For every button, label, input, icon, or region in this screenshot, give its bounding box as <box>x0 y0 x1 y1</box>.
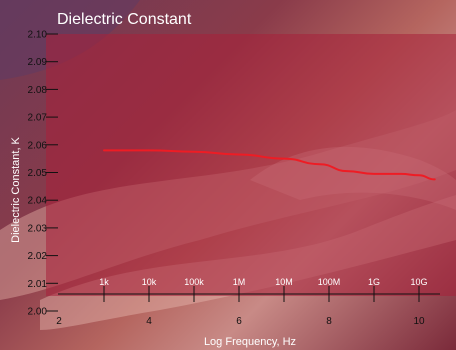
x-axis: 2 4 6 8 10 <box>56 316 425 327</box>
frequency-tick-label-1: 10k <box>142 277 157 287</box>
chart-title: Dielectric Constant <box>57 11 192 28</box>
y-tick-label-0: 2.00 <box>28 307 48 318</box>
y-tick-label-3: 2.03 <box>28 223 48 234</box>
frequency-tick-label-7: 10G <box>410 277 427 287</box>
frequency-tick-label-5: 100M <box>318 277 341 287</box>
y-tick-label-5: 2.05 <box>28 168 48 179</box>
frequency-tick-label-3: 1M <box>233 277 246 287</box>
y-axis-label: Dielectric Constant, K <box>10 136 22 242</box>
y-tick-label-10: 2.10 <box>28 30 48 41</box>
y-tick-label-7: 2.07 <box>28 113 48 124</box>
x-tick-label-3: 8 <box>326 316 332 327</box>
x-tick-label-0: 2 <box>56 316 62 327</box>
frequency-tick-label-6: 1G <box>368 277 380 287</box>
y-tick-label-1: 2.01 <box>28 279 48 290</box>
y-tick-label-9: 2.09 <box>28 57 48 68</box>
x-axis-label: Log Frequency, Hz <box>204 336 296 348</box>
frequency-tick-label-0: 1k <box>99 277 109 287</box>
series-line-0 <box>103 149 436 181</box>
y-tick-label-2: 2.02 <box>28 251 48 262</box>
frequency-tick-label-4: 10M <box>275 277 293 287</box>
y-tick-label-8: 2.08 <box>28 85 48 96</box>
x-tick-label-1: 4 <box>146 316 152 327</box>
frequency-tick-label-2: 100k <box>184 277 204 287</box>
plot-panel <box>46 34 456 296</box>
y-axis: 2.00 2.01 2.02 2.03 2.04 2.05 2.06 2.07 2.08 2.09… <box>28 30 58 318</box>
y-tick-label-4: 2.04 <box>28 196 48 207</box>
x-tick-label-4: 10 <box>413 316 425 327</box>
y-tick-label-6: 2.06 <box>28 140 48 151</box>
series-layer <box>103 149 436 181</box>
frequency-axis: 1k 10k 100k 1M 10M 100M 1G 10G <box>58 277 440 302</box>
x-tick-label-2: 6 <box>236 316 242 327</box>
